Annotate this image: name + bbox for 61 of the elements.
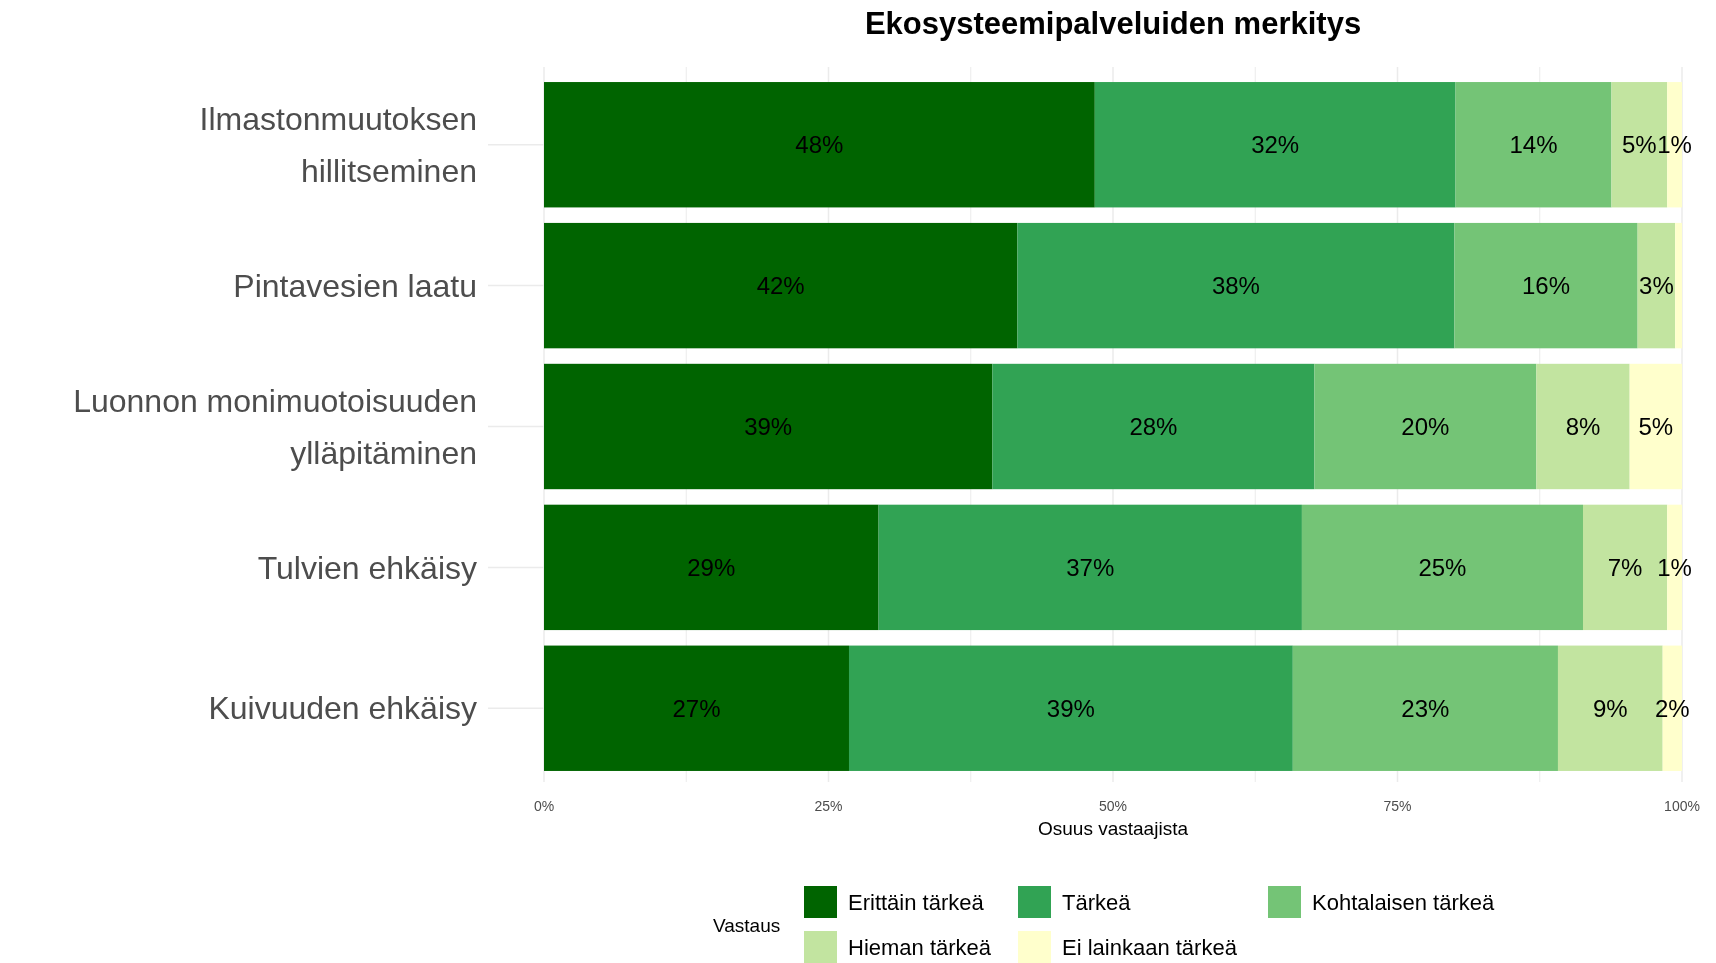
bar: [1017, 222, 1455, 349]
bar: [544, 82, 1095, 208]
x-tick-label: 0%: [533, 798, 555, 814]
bar: [1629, 363, 1682, 490]
data-label: 1%: [1657, 553, 1692, 581]
bar: [992, 363, 1315, 490]
data-label: 25%: [1418, 553, 1467, 581]
data-label: 2%: [1654, 694, 1690, 722]
data-label: 27%: [672, 694, 721, 722]
data-label: 28%: [1129, 412, 1178, 440]
bar: [1454, 222, 1638, 349]
x-tick-label: 100%: [1664, 798, 1700, 814]
x-tick-label: 50%: [1098, 798, 1128, 814]
x-tick-label: 75%: [1383, 798, 1412, 814]
legend-label: Hieman tärkeä: [848, 934, 992, 960]
data-label: 5%: [1621, 131, 1657, 159]
data-label: 9%: [1592, 694, 1628, 722]
bar: [1675, 222, 1682, 349]
legend-title: Vastaus: [713, 914, 781, 936]
bar: [544, 363, 993, 490]
x-axis-title: Osuus vastaajista: [1038, 818, 1189, 839]
bar: [1536, 363, 1630, 490]
legend-label: Erittäin tärkeä: [848, 889, 985, 915]
bar: [1637, 222, 1676, 349]
bar: [544, 222, 1018, 349]
data-label: 8%: [1565, 412, 1601, 440]
data-label: 29%: [687, 553, 736, 581]
data-label: 23%: [1401, 694, 1450, 722]
data-label: 3%: [1639, 272, 1674, 300]
y-tick-label: Luonnon monimuotoisuuden ylläpitäminen: [73, 382, 477, 471]
bar: [848, 645, 1293, 771]
bar: [1094, 82, 1456, 208]
data-label: 16%: [1521, 272, 1571, 300]
bar: [1301, 504, 1583, 631]
y-tick-label: Pintavesien laatu: [233, 267, 477, 304]
data-label: 37%: [1066, 553, 1115, 581]
y-tick-label: Ilmastonmuutoksen hillitseminen: [199, 100, 477, 189]
bar: [1455, 82, 1612, 208]
y-tick-label: Tulvien ehkäisy: [257, 549, 477, 586]
bar: [1314, 363, 1537, 490]
data-label: 32%: [1251, 131, 1300, 159]
chart-title: Ekosysteemipalveluiden merkitys: [864, 6, 1362, 41]
x-tick-label: 25%: [814, 798, 843, 814]
data-label: 38%: [1211, 272, 1260, 300]
data-label: 20%: [1401, 412, 1450, 440]
data-label: 42%: [756, 272, 805, 300]
data-label: 5%: [1638, 412, 1674, 440]
bar: [544, 645, 849, 771]
data-label: 48%: [795, 131, 844, 159]
data-label: 39%: [1046, 694, 1095, 722]
bar: [1292, 645, 1558, 771]
bar: [878, 504, 1302, 631]
data-label: 39%: [744, 412, 793, 440]
y-tick-label: Kuivuuden ehkäisy: [208, 690, 477, 727]
legend-label: Kohtalaisen tärkeä: [1312, 889, 1495, 915]
data-label: 1%: [1657, 131, 1692, 159]
data-label: 14%: [1509, 131, 1558, 159]
legend-label: Tärkeä: [1062, 889, 1132, 915]
legend-label: Ei lainkaan tärkeä: [1062, 934, 1238, 960]
bar: [544, 504, 879, 631]
data-label: 7%: [1607, 553, 1643, 581]
